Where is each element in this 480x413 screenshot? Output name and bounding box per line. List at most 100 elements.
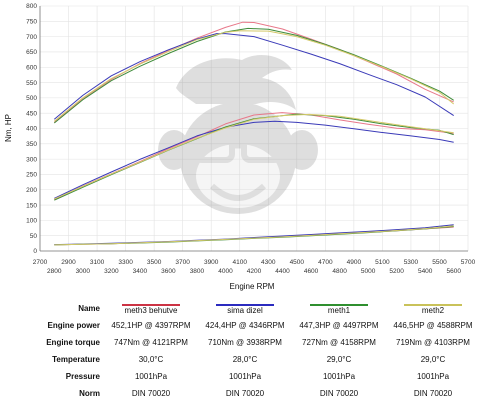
x-tick-label-lower: 3800	[190, 268, 205, 275]
x-tick-label-lower: 4000	[218, 268, 233, 275]
y-tick-label: 700	[26, 34, 37, 41]
table-row-name: Name meth3 behutve sima dizel meth1 meth2	[0, 300, 480, 317]
x-tick-label-upper: 4700	[318, 259, 333, 266]
table-row-norm: Norm DIN 70020 DIN 70020 DIN 70020 DIN 70020	[0, 385, 480, 402]
cell-name-4: meth2	[386, 300, 480, 317]
table-row-temperature: Temperature 30,0°C 28,0°C 29,0°C 29,0°C	[0, 351, 480, 368]
series-line-torque-2	[53, 33, 454, 120]
legend-label: sima dizel	[227, 306, 263, 315]
cell-name-3: meth1	[292, 300, 386, 317]
y-axis-label: Nm, HP	[4, 114, 13, 142]
chart-series	[53, 21, 455, 246]
cell-pressure-2: 1001hPa	[228, 372, 262, 381]
results-table: Name meth3 behutve sima dizel meth1 meth2 Eng…	[0, 300, 480, 402]
y-tick-label: 600	[26, 64, 37, 71]
dyno-chart-panel: 0 50 100 150 200 250 300 350 400 450 500 550 600 650 7…	[4, 3, 476, 291]
series-line-pressure-2	[54, 224, 454, 246]
series-line-power-4	[54, 113, 454, 200]
x-tick-label-upper: 3900	[204, 259, 219, 266]
cell-temperature-4: 29,0°C	[420, 355, 446, 364]
legend-swatch	[310, 304, 368, 306]
x-tick-label-lower: 5200	[389, 268, 404, 275]
x-tick-label-lower: 3400	[133, 268, 148, 275]
x-tick-label-upper: 3100	[90, 259, 105, 266]
legend-label: meth1	[327, 306, 351, 315]
cell-pressure-3: 1001hPa	[322, 372, 356, 381]
y-tick-label: 350	[26, 141, 37, 148]
x-tick-label-lower: 3000	[76, 268, 91, 275]
legend-swatch	[122, 304, 180, 306]
x-tick-label-upper: 3700	[175, 259, 190, 266]
x-tick-label-lower: 3200	[104, 268, 119, 275]
x-tick-label-lower: 5400	[418, 268, 433, 275]
cell-power-2: 424,4HP @ 4346RPM	[205, 321, 285, 330]
y-tick-label: 650	[26, 49, 37, 56]
cell-temperature-1: 30,0°C	[138, 355, 164, 364]
y-tick-label: 500	[26, 95, 37, 102]
x-tick-label-upper: 5700	[461, 259, 476, 266]
y-tick-label: 450	[26, 110, 37, 117]
y-tick-label: 400	[26, 126, 37, 133]
row-label-torque: Engine torque	[46, 338, 100, 347]
y-tick-label: 550	[26, 80, 37, 87]
x-tick-label-lower: 4400	[275, 268, 290, 275]
y-tick-label: 150	[26, 202, 37, 209]
x-tick-label-lower: 4200	[247, 268, 262, 275]
cell-temperature-3: 29,0°C	[326, 355, 352, 364]
cell-name-2: sima dizel	[198, 300, 292, 317]
cell-power-1: 452,1HP @ 4397RPM	[111, 321, 191, 330]
cell-pressure-4: 1001hPa	[416, 372, 450, 381]
y-tick-label: 800	[26, 3, 37, 10]
x-tick-label-lower: 4600	[304, 268, 319, 275]
x-tick-label-upper: 4100	[232, 259, 247, 266]
cell-norm-4: DIN 70020	[413, 389, 453, 398]
row-label-pressure: Pressure	[65, 372, 100, 381]
x-tick-label-lower: 2800	[47, 268, 62, 275]
cell-norm-1: DIN 70020	[131, 389, 171, 398]
y-tick-label: 300	[26, 156, 37, 163]
x-tick-label-lower: 5000	[361, 268, 376, 275]
series-line-torque-3	[53, 27, 454, 124]
table-row-torque: Engine torque 747Nm @ 4121RPM 710Nm @ 3938…	[0, 334, 480, 351]
x-tick-label-upper: 2700	[33, 259, 48, 266]
cell-power-3: 447,3HP @ 4497RPM	[299, 321, 379, 330]
legend-label: meth3 behutve	[124, 306, 178, 315]
x-tick-label-upper: 2900	[61, 259, 76, 266]
monkey-logo-watermark	[158, 55, 318, 214]
row-label-temperature: Temperature	[52, 355, 100, 364]
cell-power-4: 446,5HP @ 4588RPM	[393, 321, 473, 330]
series-line-power-2	[54, 120, 454, 199]
cell-norm-3: DIN 70020	[319, 389, 359, 398]
dyno-chart: 0 50 100 150 200 250 300 350 400 450 500 550 600 650 7…	[4, 3, 476, 291]
x-tick-label-lower: 4800	[332, 268, 347, 275]
x-tick-label-upper: 3500	[147, 259, 162, 266]
x-tick-label-lower: 5600	[446, 268, 461, 275]
cell-temperature-2: 28,0°C	[232, 355, 258, 364]
cell-norm-2: DIN 70020	[225, 389, 265, 398]
cell-pressure-1: 1001hPa	[134, 372, 168, 381]
y-tick-label: 50	[30, 233, 38, 240]
chart-axes	[39, 6, 468, 252]
series-line-torque-4	[53, 30, 455, 122]
legend-swatch	[404, 304, 462, 306]
x-tick-label-upper: 4900	[347, 259, 362, 266]
legend-swatch	[216, 304, 274, 306]
x-tick-label-upper: 4300	[261, 259, 276, 266]
row-label-power: Engine power	[47, 321, 100, 330]
cell-name-1: meth3 behutve	[104, 300, 198, 317]
cell-torque-1: 747Nm @ 4121RPM	[114, 338, 188, 347]
y-tick-label: 100	[26, 218, 37, 225]
cell-torque-4: 719Nm @ 4103RPM	[396, 338, 470, 347]
chart-tick-labels: 0 50 100 150 200 250 300 350 400 450 500 550 600 650 7…	[26, 3, 475, 275]
table-row-power: Engine power 452,1HP @ 4397RPM 424,4HP @ 4…	[0, 317, 480, 334]
cell-torque-2: 710Nm @ 3938RPM	[208, 338, 282, 347]
cell-torque-3: 727Nm @ 4158RPM	[302, 338, 376, 347]
x-axis-label: Engine RPM	[230, 282, 275, 291]
y-tick-label: 250	[26, 172, 37, 179]
y-tick-label: 750	[26, 19, 37, 26]
x-tick-label-upper: 5100	[375, 259, 390, 266]
series-line-pressure-4	[54, 225, 454, 246]
legend-label: meth2	[421, 306, 445, 315]
x-tick-label-upper: 5300	[404, 259, 419, 266]
x-tick-label-upper: 4500	[290, 259, 305, 266]
